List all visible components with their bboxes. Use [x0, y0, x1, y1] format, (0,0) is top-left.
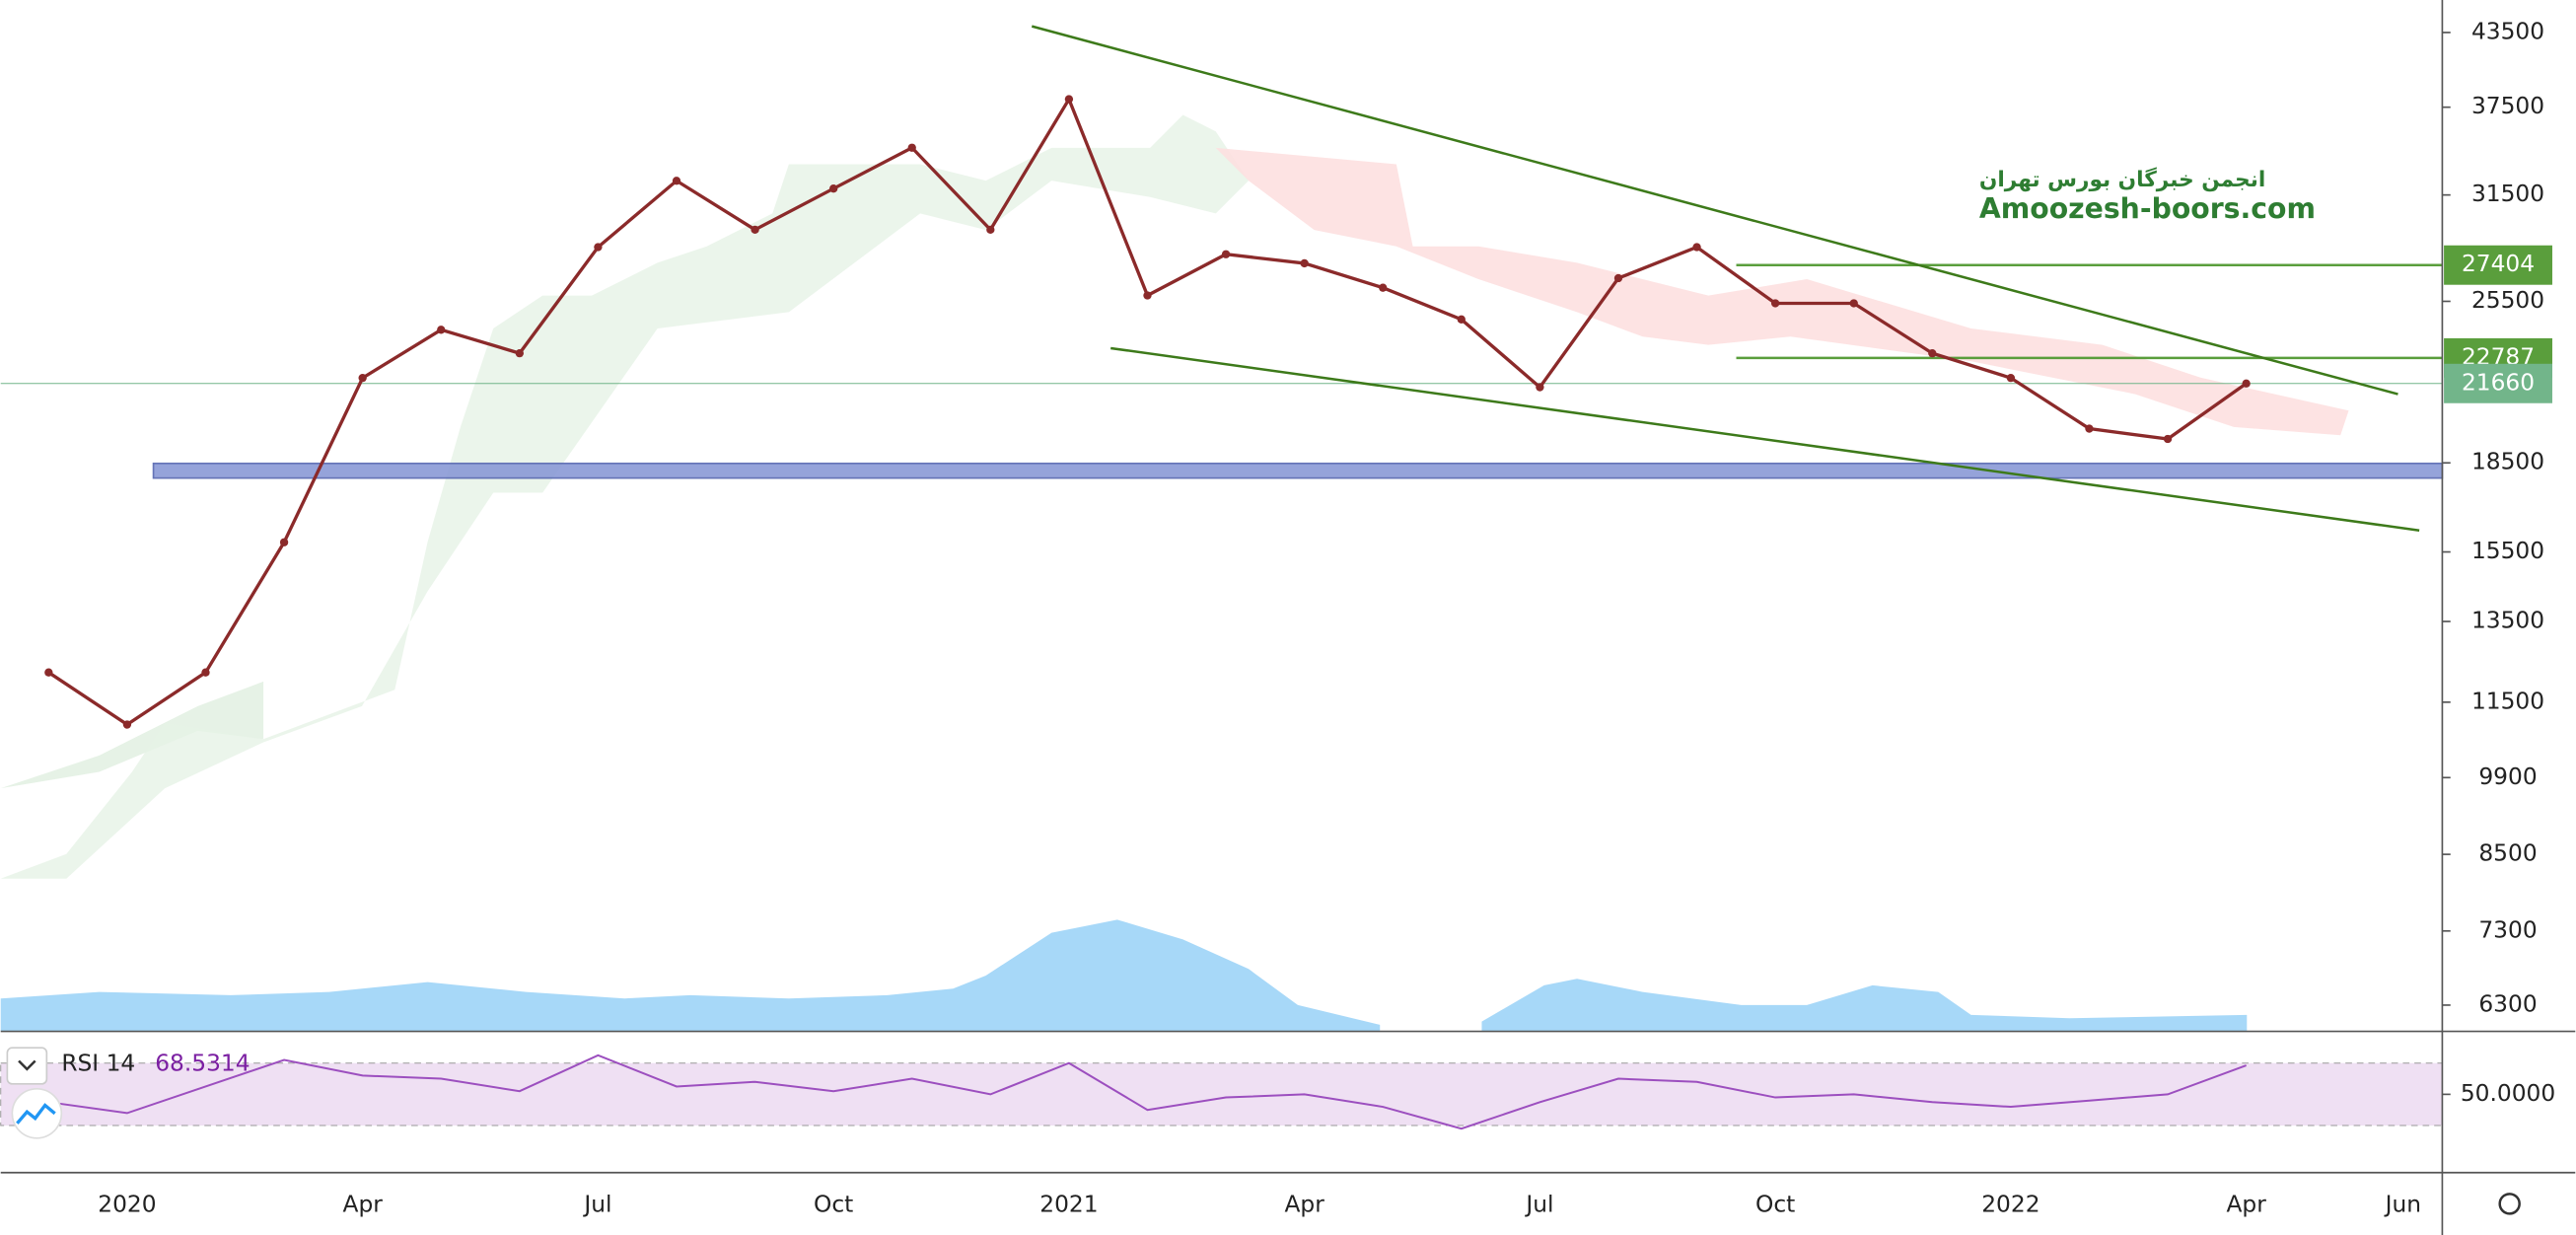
cloud: [0, 114, 1250, 879]
price-label-bg: [2444, 363, 2552, 403]
chevron-icon: [18, 1059, 36, 1071]
y-tick-label: 6300: [2478, 990, 2537, 1017]
price-point: [437, 326, 446, 334]
trend-line: [1110, 346, 2420, 532]
x-tick-label: Apr: [343, 1192, 384, 1218]
cloud: [0, 681, 264, 789]
price-point: [1692, 243, 1701, 252]
price-point: [2242, 379, 2251, 388]
price-point: [358, 373, 367, 383]
price-point: [1928, 348, 1937, 358]
y-tick-label: 8500: [2478, 840, 2537, 867]
price-point: [1536, 383, 1544, 392]
x-tick-label: 2020: [98, 1192, 156, 1218]
watermark: Amoozesh-boors.com: [1979, 192, 2316, 225]
y-tick-label: 43500: [2471, 18, 2544, 44]
x-tick-label: Oct: [1755, 1192, 1795, 1218]
y-tick-label: 37500: [2471, 93, 2544, 119]
logo[interactable]: [11, 1087, 63, 1139]
price-point: [1770, 299, 1780, 308]
y-tick-label: 15500: [2471, 538, 2544, 564]
support-zone: [152, 462, 2444, 479]
cloud: [1215, 147, 2349, 436]
volume-area: [1481, 979, 2248, 1032]
price-point: [1457, 315, 1466, 324]
price-point: [1379, 283, 1388, 292]
x-tick-label: 2021: [1039, 1192, 1098, 1218]
trend-line: [1031, 25, 2398, 396]
price-point: [279, 538, 289, 546]
price-point: [2006, 373, 2016, 383]
rsi-line: [48, 1053, 2247, 1130]
x-tick-label: 2022: [1981, 1192, 2039, 1218]
price-point: [1143, 291, 1152, 300]
price-label: 21660: [2462, 369, 2535, 396]
x-tick-label: Jun: [2384, 1192, 2421, 1218]
y-tick-label: 18500: [2471, 449, 2544, 475]
price-point: [1064, 95, 1074, 104]
price-point: [594, 243, 603, 252]
y-tick-label: 11500: [2471, 688, 2544, 714]
price-point: [1300, 258, 1309, 268]
y-tick-label: 25500: [2471, 287, 2544, 314]
y-tick-label: 7300: [2478, 916, 2537, 943]
rsi-name: RSI 14: [61, 1050, 135, 1076]
price-point: [1849, 299, 1858, 308]
price-point: [515, 348, 524, 358]
rsi-tick-label: 50.0000: [2461, 1080, 2555, 1107]
price-point: [201, 668, 210, 677]
price-point: [751, 225, 759, 235]
logo-icon: [16, 1103, 56, 1125]
price-point: [986, 225, 995, 235]
y-tick-label: 31500: [2471, 181, 2544, 207]
price-point: [672, 177, 681, 185]
price-label-bg: [2444, 245, 2552, 285]
watermark: انجمن خبرگان بورس تهران: [1979, 167, 2265, 192]
price-point: [828, 184, 838, 193]
rsi-band: [0, 1062, 2443, 1126]
volume-area: [0, 919, 1381, 1032]
rsi-value: 68.5314: [155, 1050, 250, 1076]
price-point: [2163, 434, 2173, 444]
price-point: [122, 720, 132, 729]
price-point: [907, 143, 916, 152]
x-tick-label: Apr: [1284, 1192, 1324, 1218]
price-pane: 6300 7300 8500 9900 11500 13500 15500 18500 2550…: [0, 18, 2555, 1218]
price-point: [1613, 273, 1623, 283]
y-tick-label: 9900: [2478, 763, 2537, 790]
price-point: [1221, 250, 1231, 258]
x-tick-label: Apr: [2226, 1192, 2266, 1218]
price-point: [44, 668, 53, 677]
price-label: 27404: [2462, 251, 2535, 277]
x-tick-label: Jul: [582, 1192, 611, 1218]
y-tick-label: 13500: [2471, 608, 2544, 634]
x-tick-label: Oct: [814, 1192, 853, 1218]
price-point: [2085, 424, 2094, 433]
x-tick-label: Jul: [1524, 1192, 1553, 1218]
collapse-button[interactable]: [6, 1047, 48, 1085]
settings-icon[interactable]: [2498, 1193, 2521, 1215]
